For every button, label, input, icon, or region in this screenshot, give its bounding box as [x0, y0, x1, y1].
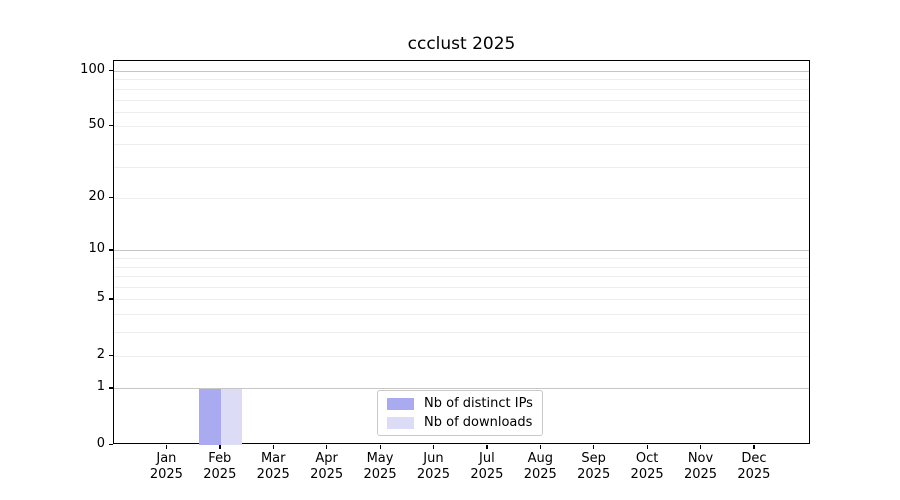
x-tick-month: Dec: [741, 451, 767, 466]
y-gridline-minor: [114, 111, 809, 113]
y-tick: [109, 387, 113, 389]
y-tick: [109, 354, 113, 356]
x-tick-label: Jun 2025: [401, 451, 465, 482]
x-tick-label: Dec 2025: [722, 451, 786, 482]
y-gridline-minor: [114, 198, 809, 200]
y-tick-label: 2: [96, 346, 105, 362]
y-tick-label: 0: [96, 435, 105, 451]
x-tick-label: Aug 2025: [508, 451, 572, 482]
y-gridline-minor: [114, 276, 809, 278]
y-gridline-major: [114, 71, 809, 72]
x-tick-month: Jun: [423, 451, 444, 466]
y-gridline-minor: [114, 79, 809, 81]
y-gridline-minor: [114, 166, 809, 168]
x-tick-month: Aug: [527, 451, 553, 466]
y-tick: [109, 70, 113, 72]
x-tick-year: 2025: [630, 466, 664, 482]
x-tick-month: Jul: [479, 451, 495, 466]
x-tick-label: Oct 2025: [615, 451, 679, 482]
x-tick: [219, 445, 221, 449]
x-tick-month: Sep: [581, 451, 606, 466]
y-tick: [109, 197, 113, 199]
x-tick-year: 2025: [737, 466, 771, 482]
x-tick-year: 2025: [416, 466, 450, 482]
x-tick-year: 2025: [683, 466, 718, 482]
x-tick-month: Feb: [208, 451, 232, 466]
x-tick-year: 2025: [256, 466, 290, 482]
legend-label-distinct-ips: Nb of distinct IPs: [424, 396, 533, 411]
x-tick: [486, 445, 488, 449]
x-tick-year: 2025: [523, 466, 557, 482]
x-tick-month: Apr: [315, 451, 338, 466]
y-gridline-minor: [114, 299, 809, 301]
x-tick-month: Jan: [156, 451, 177, 466]
y-tick: [109, 249, 113, 251]
y-tick-label: 5: [96, 290, 105, 306]
y-tick-label: 50: [88, 117, 105, 133]
x-tick-year: 2025: [363, 466, 397, 482]
y-gridline-minor: [114, 314, 809, 316]
y-gridline-major: [114, 250, 809, 252]
x-tick: [539, 445, 541, 449]
y-gridline-minor: [114, 126, 809, 128]
x-tick-year: 2025: [310, 466, 344, 482]
plot-area: [113, 60, 810, 445]
x-tick: [165, 445, 168, 449]
x-tick-label: Feb 2025: [188, 451, 252, 482]
x-tick: [379, 445, 381, 449]
x-tick-month: Oct: [635, 451, 659, 466]
x-tick-month: Mar: [260, 451, 286, 466]
x-tick-label: Sep 2025: [562, 451, 626, 482]
x-tick-label: Jan 2025: [134, 451, 198, 482]
y-gridline-minor: [114, 287, 809, 289]
x-tick-month: Nov: [687, 451, 714, 466]
y-gridline-minor: [114, 143, 809, 145]
y-tick-label: 20: [88, 189, 105, 205]
y-gridline-minor: [114, 88, 809, 90]
y-tick-label: 1: [96, 379, 105, 395]
legend-swatch-downloads: [387, 416, 414, 429]
y-tick-label: 100: [80, 62, 105, 77]
x-tick: [326, 445, 328, 449]
y-gridline-major: [114, 388, 809, 390]
x-tick-label: Jul 2025: [455, 451, 519, 482]
x-tick-label: May 2025: [348, 451, 412, 482]
y-gridline-minor: [114, 258, 809, 260]
y-gridline-minor: [114, 332, 809, 334]
x-tick-year: 2025: [470, 466, 504, 482]
x-tick: [646, 445, 648, 449]
y-tick-label: 10: [88, 241, 105, 257]
x-tick-year: 2025: [203, 466, 237, 482]
y-gridline-minor: [114, 355, 809, 357]
y-gridline-minor: [114, 99, 809, 101]
legend-item-distinct-ips: Nb of distinct IPs: [387, 395, 533, 412]
bar-downloads: [220, 388, 243, 445]
y-tick: [109, 443, 113, 445]
x-tick: [272, 445, 274, 449]
bar-distinct-ips: [199, 388, 221, 445]
x-tick: [432, 445, 435, 449]
x-tick-year: 2025: [149, 466, 183, 482]
x-tick-label: Apr 2025: [295, 451, 359, 482]
y-tick: [109, 298, 113, 300]
x-tick-label: Nov 2025: [669, 451, 733, 482]
x-tick: [700, 445, 702, 449]
chart-title: ccclust 2025: [407, 34, 516, 54]
legend-item-downloads: Nb of downloads: [387, 414, 533, 431]
y-gridline-minor: [114, 266, 809, 268]
x-tick-label: Mar 2025: [241, 451, 305, 482]
legend-swatch-distinct-ips: [387, 397, 414, 410]
x-tick: [753, 445, 755, 449]
x-tick-month: May: [366, 451, 394, 466]
x-tick: [593, 445, 595, 449]
legend: Nb of distinct IPs Nb of downloads: [377, 390, 543, 436]
legend-label-downloads: Nb of downloads: [424, 415, 533, 430]
y-tick: [109, 125, 113, 127]
x-tick-year: 2025: [577, 466, 611, 482]
